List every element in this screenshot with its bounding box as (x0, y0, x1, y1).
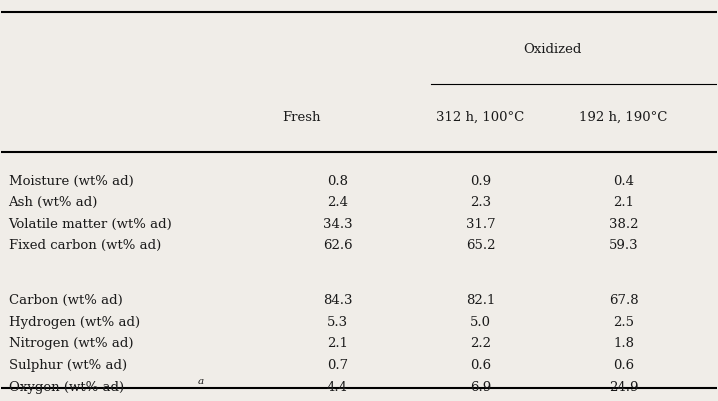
Text: 1.8: 1.8 (613, 336, 634, 350)
Text: Ash (wt% ad): Ash (wt% ad) (9, 196, 98, 209)
Text: 0.7: 0.7 (327, 358, 348, 371)
Text: 2.2: 2.2 (470, 336, 491, 350)
Text: 6.9: 6.9 (470, 380, 491, 393)
Text: 59.3: 59.3 (609, 239, 638, 251)
Text: 2.5: 2.5 (613, 315, 634, 328)
Text: 31.7: 31.7 (466, 217, 495, 230)
Text: 38.2: 38.2 (609, 217, 638, 230)
Text: Moisture (wt% ad): Moisture (wt% ad) (9, 174, 134, 187)
Text: 2.1: 2.1 (613, 196, 634, 209)
Text: 192 h, 190°C: 192 h, 190°C (579, 110, 668, 124)
Text: Sulphur (wt% ad): Sulphur (wt% ad) (9, 358, 126, 371)
Text: Volatile matter (wt% ad): Volatile matter (wt% ad) (9, 217, 172, 230)
Text: 84.3: 84.3 (323, 294, 353, 306)
Text: 312 h, 100°C: 312 h, 100°C (437, 110, 525, 124)
Text: Fixed carbon (wt% ad): Fixed carbon (wt% ad) (9, 239, 161, 251)
Text: 34.3: 34.3 (322, 217, 353, 230)
Text: 65.2: 65.2 (466, 239, 495, 251)
Text: 5.0: 5.0 (470, 315, 491, 328)
Text: Carbon (wt% ad): Carbon (wt% ad) (9, 294, 122, 306)
Text: Oxygen (wt% ad): Oxygen (wt% ad) (9, 380, 123, 393)
Text: 0.6: 0.6 (470, 358, 491, 371)
Text: 4.4: 4.4 (327, 380, 348, 393)
Text: 2.4: 2.4 (327, 196, 348, 209)
Text: 0.4: 0.4 (613, 174, 634, 187)
Text: 2.3: 2.3 (470, 196, 491, 209)
Text: 24.9: 24.9 (609, 380, 638, 393)
Text: 0.8: 0.8 (327, 174, 348, 187)
Text: 0.9: 0.9 (470, 174, 491, 187)
Text: Oxidized: Oxidized (523, 43, 582, 56)
Text: 2.1: 2.1 (327, 336, 348, 350)
Text: 0.6: 0.6 (613, 358, 634, 371)
Text: Hydrogen (wt% ad): Hydrogen (wt% ad) (9, 315, 140, 328)
Text: a: a (198, 376, 204, 385)
Text: 82.1: 82.1 (466, 294, 495, 306)
Text: Nitrogen (wt% ad): Nitrogen (wt% ad) (9, 336, 133, 350)
Text: Fresh: Fresh (282, 110, 321, 124)
Text: 62.6: 62.6 (322, 239, 353, 251)
Text: 5.3: 5.3 (327, 315, 348, 328)
Text: 67.8: 67.8 (609, 294, 638, 306)
